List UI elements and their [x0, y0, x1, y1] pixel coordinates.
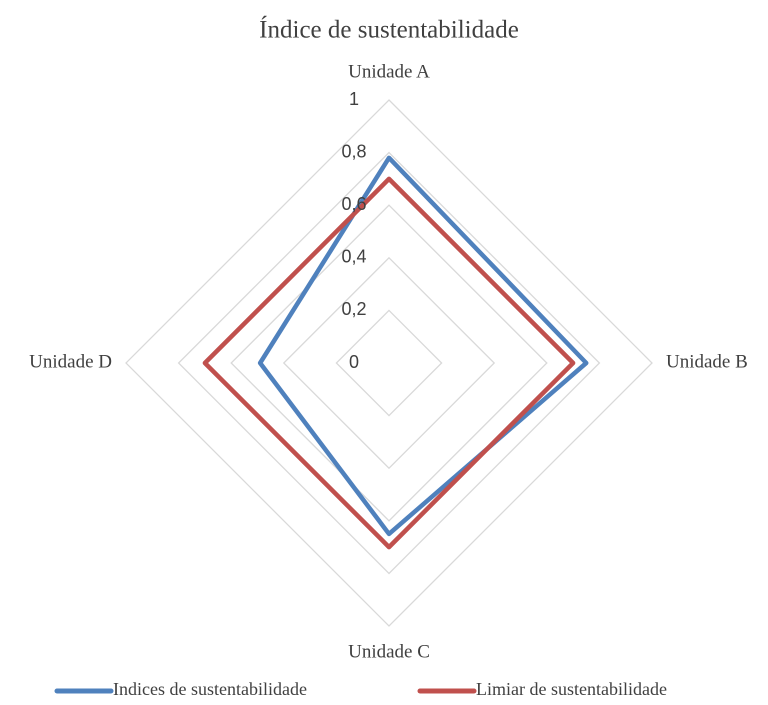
legend-label: Indices de sustentabilidade: [113, 679, 307, 699]
tick-label: 1: [349, 89, 359, 109]
series-group: [202, 155, 589, 550]
series-line: [257, 155, 589, 537]
grid-ring: [125, 99, 653, 627]
legend-label: Limiar de sustentabilidade: [476, 679, 667, 699]
grid-ring: [335, 309, 443, 417]
category-label: Unidade A: [348, 61, 430, 82]
tick-label: 0,2: [341, 299, 366, 319]
grid-ring: [177, 151, 601, 575]
grid-ring: [230, 204, 548, 522]
series-line: [202, 176, 576, 550]
category-label: Unidade B: [666, 351, 748, 372]
category-label: Unidade C: [348, 641, 430, 662]
grid: [125, 99, 653, 627]
tick-label: 0: [349, 352, 359, 372]
tick-label: 0,8: [341, 141, 366, 161]
tick-labels: 0 0,2 0,4 0,6 0,8 1: [341, 89, 366, 372]
chart-title: Índice de sustentabilidade: [259, 16, 519, 44]
tick-label: 0,4: [341, 247, 366, 267]
tick-label: 0,6: [341, 194, 366, 214]
grid-ring: [282, 256, 496, 470]
category-label: Unidade D: [29, 351, 112, 372]
